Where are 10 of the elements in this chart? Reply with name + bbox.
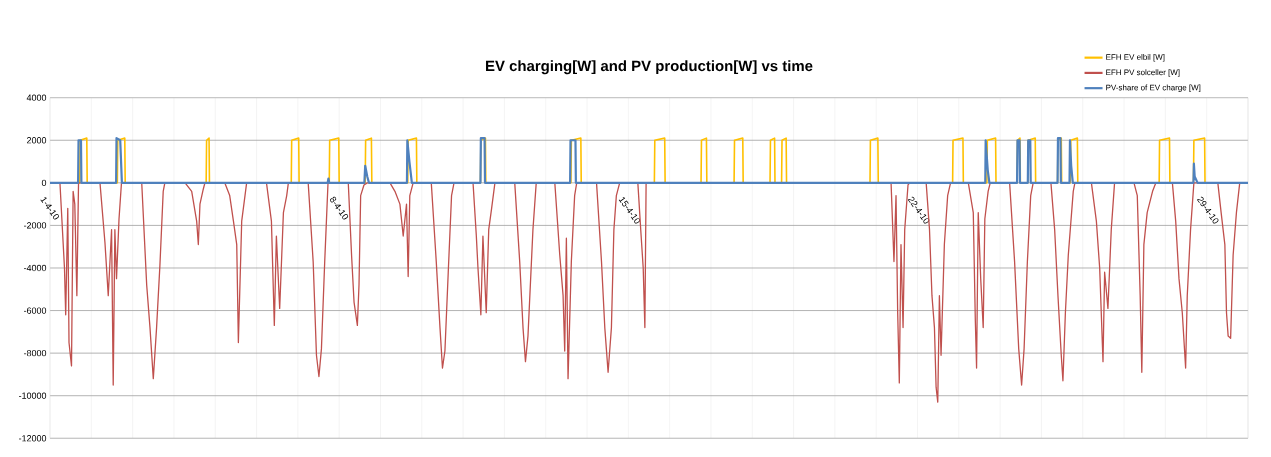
y-tick-label: 4000 — [26, 94, 47, 101]
y-tick-label: -10000 — [18, 392, 47, 399]
y-tick-label: 2000 — [27, 137, 47, 144]
y-tick-label: -12000 — [18, 435, 47, 442]
y-tick-label: 0 — [41, 179, 47, 187]
y-tick-label: -4000 — [23, 264, 47, 272]
chart-title: EV charging[W] and PV production[W] vs time — [486, 60, 813, 75]
y-tick-label: -6000 — [23, 307, 47, 314]
y-tick-label: -8000 — [23, 349, 47, 357]
y-tick-label: -2000 — [23, 222, 47, 229]
